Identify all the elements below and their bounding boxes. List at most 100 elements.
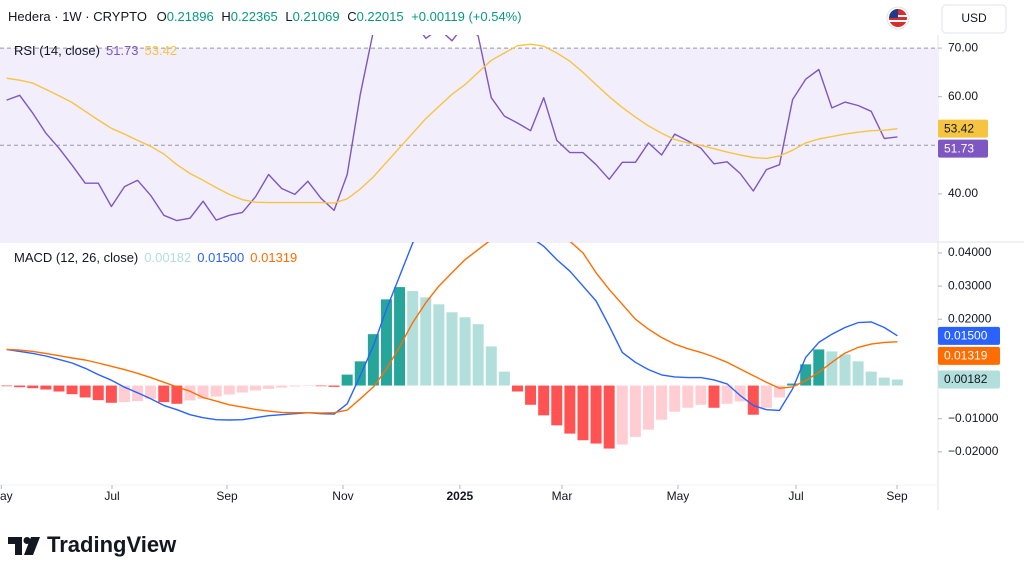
- histogram-bar: [525, 385, 537, 405]
- flag-icon[interactable]: [886, 6, 910, 30]
- histogram-bar: [341, 374, 353, 386]
- y-tick-label: 0.03000: [948, 278, 992, 292]
- last-value-label: 0.00182: [944, 372, 988, 386]
- series-line: [6, 35, 898, 222]
- histogram-bar: [354, 361, 366, 386]
- histogram-bar: [564, 385, 576, 434]
- last-value-label: 0.01319: [944, 348, 988, 362]
- histogram-bar: [773, 385, 785, 398]
- y-tick-label: −0.02000: [948, 444, 999, 458]
- x-tick-label: May: [0, 489, 13, 503]
- last-value-badge: [938, 326, 1000, 345]
- indicator-legend: RSI (14, close) 51.73 53.42: [14, 43, 177, 58]
- histogram-bar: [328, 385, 340, 387]
- last-value-badge: [938, 119, 988, 138]
- legend-value: 0.01500: [197, 250, 244, 265]
- histogram-bar: [708, 385, 720, 408]
- series-line: [6, 242, 898, 421]
- y-tick-label: 0.04000: [948, 245, 992, 259]
- histogram-bar: [53, 385, 65, 392]
- histogram-bar: [79, 385, 91, 398]
- histogram-bar: [249, 385, 261, 391]
- histogram-bar: [27, 385, 39, 389]
- histogram-bar: [276, 385, 288, 388]
- histogram-bar: [367, 334, 379, 386]
- histogram-bar: [511, 385, 523, 392]
- y-tick-label: 40.00: [948, 186, 978, 200]
- histogram-bar: [747, 385, 759, 415]
- series-line: [6, 242, 898, 414]
- histogram-bar: [446, 312, 458, 386]
- histogram-bar: [197, 385, 209, 399]
- histogram-bar: [721, 385, 733, 404]
- histogram-bar: [380, 299, 392, 386]
- histogram-bar: [839, 354, 851, 386]
- x-tick-label: Jul: [104, 489, 119, 503]
- histogram-bar: [263, 385, 275, 389]
- histogram-bar: [315, 385, 327, 387]
- histogram-bar: [577, 385, 589, 441]
- x-tick-label: Sep: [216, 489, 238, 503]
- histogram-bar: [669, 385, 681, 412]
- histogram-bar: [603, 385, 615, 449]
- histogram-bar: [695, 385, 707, 405]
- histogram-bar: [158, 385, 170, 403]
- ohlc-label: L: [285, 9, 292, 24]
- ohlc-value: 0.21069: [293, 9, 340, 24]
- symbol: Hedera · 1W · CRYPTO: [8, 9, 147, 24]
- ohlc-label: C: [347, 9, 356, 24]
- x-tick-label: Mar: [552, 489, 573, 503]
- histogram-bar: [302, 385, 314, 387]
- histogram-bar: [289, 385, 301, 387]
- histogram-bar: [92, 385, 104, 401]
- x-tick-label: Sep: [886, 489, 908, 503]
- last-value-label: 53.42: [944, 121, 974, 135]
- last-value-badge: [938, 370, 1000, 389]
- histogram-bar: [642, 385, 654, 430]
- legend-value: 0.01319: [250, 250, 297, 265]
- ohlc-label: H: [221, 9, 230, 24]
- y-tick-label: 60.00: [948, 89, 978, 103]
- brand-name: TradingView: [47, 532, 177, 557]
- ohlc-label: O: [157, 9, 167, 24]
- histogram-bar: [184, 385, 196, 401]
- series-line: [6, 43, 898, 204]
- y-tick-label: −0.01000: [948, 411, 999, 425]
- histogram-bar: [800, 364, 812, 386]
- legend-value: 0.00182: [144, 250, 191, 265]
- histogram-bar: [616, 385, 628, 445]
- histogram-bar: [223, 385, 235, 395]
- histogram-bar: [485, 346, 497, 386]
- time-axis: May Jul Sep Nov 2025 Mar May Jul Sep: [0, 485, 908, 503]
- pane: [1, 242, 903, 449]
- legend-value: 53.42: [145, 43, 178, 58]
- histogram-bar: [1, 385, 13, 387]
- ohlc-value: 0.21896: [167, 9, 214, 24]
- last-value-badge: [938, 346, 1000, 365]
- histogram-bar: [891, 379, 903, 386]
- histogram-bar: [236, 385, 248, 393]
- histogram-bar: [145, 385, 157, 399]
- histogram-bar: [590, 385, 602, 444]
- last-value-label: 0.01500: [944, 328, 988, 342]
- x-tick-label: May: [667, 489, 690, 503]
- histogram-bar: [472, 324, 484, 386]
- x-tick-label: Jul: [788, 489, 803, 503]
- symbol-header: Hedera · 1W · CRYPTO O0.21896 H0.22365 L…: [8, 9, 522, 24]
- histogram-bar: [656, 385, 668, 420]
- currency[interactable]: USD: [961, 11, 987, 25]
- indicator-title: MACD (12, 26, close): [14, 250, 138, 265]
- currency-button[interactable]: [941, 4, 1007, 34]
- brand-logo: [8, 537, 40, 555]
- histogram-bar: [852, 361, 864, 386]
- histogram-bar: [682, 385, 694, 408]
- histogram-bar: [105, 385, 117, 403]
- indicator-title: RSI (14, close): [14, 43, 100, 58]
- histogram-bar: [629, 385, 641, 437]
- histogram-bar: [66, 385, 78, 395]
- histogram-bar: [407, 291, 419, 386]
- ohlc-value: 0.22015: [357, 9, 404, 24]
- x-tick-label: Nov: [332, 489, 353, 503]
